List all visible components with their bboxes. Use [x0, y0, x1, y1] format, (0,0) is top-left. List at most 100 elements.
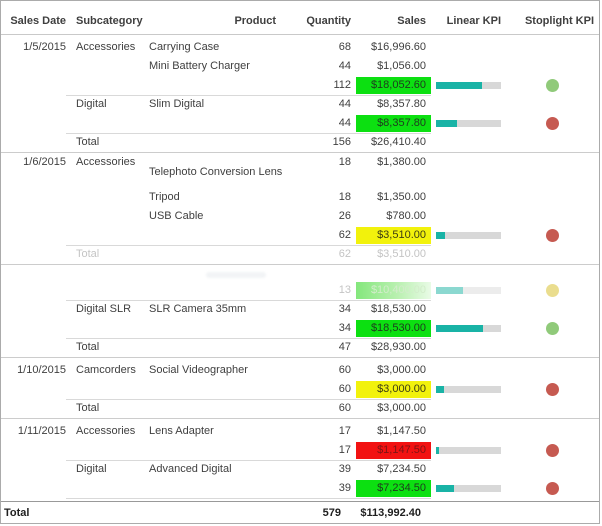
group-total-row-faded: Total 62 $3,510.00 — [1, 245, 599, 264]
cell-quantity: 34 — [338, 303, 351, 315]
cell-quantity: 60 — [338, 402, 351, 414]
cell-quantity: 13 — [338, 284, 351, 296]
table-row: 1/10/2015 Camcorders Social Videographer… — [1, 361, 599, 380]
table-row: Digital Slim Digital 44 $8,357.80 — [1, 95, 599, 114]
cell-sales: $3,510.00 — [377, 248, 426, 260]
table-row: Tripod 18 $1,350.00 — [1, 188, 599, 207]
cell-subcategory: Accessories — [76, 425, 136, 437]
date-group: 1/5/2015 Accessories Carrying Case 68 $1… — [1, 35, 599, 152]
cell-sales: $1,380.00 — [377, 156, 426, 168]
cell-quantity: 18 — [338, 156, 351, 168]
cell-subcategory: Accessories — [76, 156, 136, 168]
sales-kpi-cell: $3,000.00 — [356, 381, 431, 398]
stoplight-indicator — [546, 321, 559, 335]
table-header-row: Sales Date Subcategory Product Quantity … — [1, 9, 599, 35]
total-label: Total — [76, 402, 100, 414]
cell-quantity: 60 — [338, 383, 351, 395]
sales-kpi-cell: $1,147.50 — [356, 442, 431, 459]
sales-kpi-cell: $10,400.00 — [356, 282, 431, 299]
cell-sales: $1,147.50 — [377, 425, 426, 437]
cell-product: Lens Adapter — [149, 425, 214, 437]
total-label: Total — [76, 248, 100, 260]
column-header-linear-kpi: Linear KPI — [446, 15, 501, 27]
linear-kpi-bar-fill — [436, 286, 463, 294]
subtotal-row: 112 $18,052.60 — [1, 76, 599, 95]
cell-quantity: 44 — [338, 117, 351, 129]
cell-product: SLR Camera 35mm — [149, 303, 247, 315]
column-header-product: Product — [234, 15, 276, 27]
subtotal-row: 39 $7,234.50 — [1, 479, 599, 498]
cell-product: USB Cable — [149, 210, 204, 222]
cell-product: Social Videographer — [149, 364, 248, 376]
cell-product: Slim Digital — [149, 98, 205, 110]
column-header-quantity: Quantity — [306, 15, 351, 27]
stoplight-indicator — [546, 228, 559, 242]
linear-kpi-bar — [436, 484, 501, 492]
cell-sales-date: 1/5/2015 — [23, 41, 66, 53]
grand-total-row: Total 579 $113,992.40 — [1, 501, 599, 523]
cell-subcategory: Digital SLR — [76, 303, 132, 315]
cell-sales: $8,357.80 — [377, 98, 426, 110]
table-row: Digital Advanced Digital 39 $7,234.50 — [1, 460, 599, 479]
cell-subcategory: Digital — [76, 463, 107, 475]
table-row: 1/11/2015 Accessories Lens Adapter 17 $1… — [1, 422, 599, 441]
linear-kpi-bar-fill — [436, 81, 483, 89]
cell-sales: $16,996.60 — [370, 41, 426, 53]
column-header-sales-date: Sales Date — [10, 15, 66, 27]
ghost-row — [1, 268, 599, 281]
linear-kpi-bar-fill — [436, 446, 440, 454]
grand-total-label: Total — [4, 506, 30, 519]
cell-subcategory: Camcorders — [76, 364, 136, 376]
subtotal-row: 60 $3,000.00 — [1, 380, 599, 399]
linear-kpi-bar — [436, 286, 501, 294]
stoplight-indicator — [546, 283, 559, 297]
stoplight-indicator — [546, 116, 559, 130]
group-total-row: Total 47 $28,930.00 — [1, 338, 599, 357]
sales-kpi-cell: $3,510.00 — [356, 227, 431, 244]
table-row: Digital SLR SLR Camera 35mm 34 $18,530.0… — [1, 300, 599, 319]
cell-quantity: 60 — [338, 364, 351, 376]
table-row: 1/5/2015 Accessories Carrying Case 68 $1… — [1, 38, 599, 57]
cell-sales: $3,000.00 — [377, 364, 426, 376]
subtotal-row: 17 $1,147.50 — [1, 441, 599, 460]
subtotal-row: 44 $8,357.80 — [1, 114, 599, 133]
cell-quantity: 39 — [338, 463, 351, 475]
group-total-row: Total 156 $26,410.40 — [1, 133, 599, 152]
stoplight-indicator — [546, 481, 559, 495]
linear-kpi-bar-fill — [436, 119, 458, 127]
cell-sales-date: 1/11/2015 — [17, 425, 66, 437]
cell-sales-date: 1/6/2015 — [23, 156, 66, 168]
grand-total-quantity: 579 — [322, 506, 341, 519]
total-label: Total — [76, 341, 100, 353]
column-header-subcategory: Subcategory — [76, 15, 143, 27]
sales-kpi-cell: $7,234.50 — [356, 480, 431, 497]
cell-quantity: 62 — [338, 248, 351, 260]
table-row: 1/6/2015 Accessories Telephoto Conversio… — [1, 156, 599, 188]
cell-quantity: 112 — [333, 79, 351, 91]
column-header-stoplight-kpi: Stoplight KPI — [524, 15, 594, 27]
linear-kpi-bar-fill — [436, 324, 483, 332]
stoplight-indicator — [546, 78, 559, 92]
stoplight-indicator — [546, 382, 559, 396]
cell-quantity: 47 — [338, 341, 351, 353]
stoplight-indicator — [546, 443, 559, 457]
column-header-sales: Sales — [397, 15, 426, 27]
linear-kpi-bar — [436, 119, 501, 127]
cell-quantity: 62 — [338, 229, 351, 241]
cell-sales: $7,234.50 — [377, 463, 426, 475]
date-group: 1/6/2015 Accessories Telephoto Conversio… — [1, 152, 599, 264]
cell-sales: $26,410.40 — [370, 136, 426, 148]
cell-quantity: 17 — [338, 425, 351, 437]
table-row: Mini Battery Charger 44 $1,056.00 — [1, 57, 599, 76]
cell-quantity: 34 — [338, 322, 351, 334]
total-label: Total — [76, 136, 100, 148]
linear-kpi-bar-fill — [436, 484, 455, 492]
date-group-faded: 13 $10,400.00 Digital SLR SLR Camera 35m… — [1, 264, 599, 357]
linear-kpi-bar — [436, 324, 501, 332]
cell-product: Mini Battery Charger — [149, 60, 250, 72]
cell-subcategory: Digital — [76, 98, 107, 110]
linear-kpi-bar-fill — [436, 385, 444, 393]
cell-sales: $3,000.00 — [377, 402, 426, 414]
date-group: 1/10/2015 Camcorders Social Videographer… — [1, 357, 599, 418]
linear-kpi-bar — [436, 446, 501, 454]
